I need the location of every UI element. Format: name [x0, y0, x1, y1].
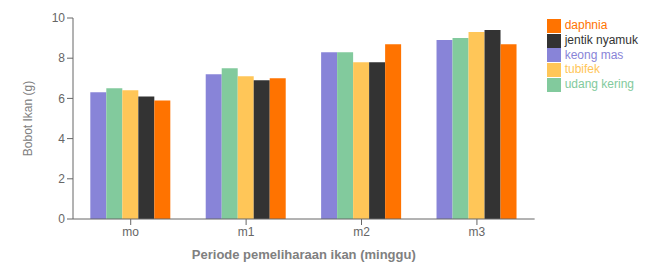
html-text:jentik nyamuk: jentik nyamuk [564, 32, 638, 47]
svg-text:m1: m1 [238, 225, 255, 239]
svg-text:4: 4 [58, 132, 65, 146]
svg-text:6: 6 [58, 92, 65, 106]
svg-text:10: 10 [52, 11, 66, 25]
svg-text:2: 2 [58, 172, 65, 186]
html-text:daphnia: daphnia [564, 18, 608, 32]
svg-text:0: 0 [58, 212, 65, 226]
svg-text:m2: m2 [353, 225, 370, 239]
svg-text:Bobot Ikan (g): Bobot Ikan (g) [21, 81, 35, 156]
svg-text:8: 8 [58, 51, 65, 65]
svg-text:mo: mo [122, 225, 139, 239]
html-text:udang kering: udang kering [564, 77, 634, 92]
html-text:tubifek: tubifek [564, 62, 600, 77]
svg-text:m3: m3 [469, 225, 486, 239]
html-text:keong mas: keong mas [564, 47, 624, 62]
svg-text:Periode pemeliharaan ikan (min: Periode pemeliharaan ikan (minggu) [192, 247, 416, 262]
